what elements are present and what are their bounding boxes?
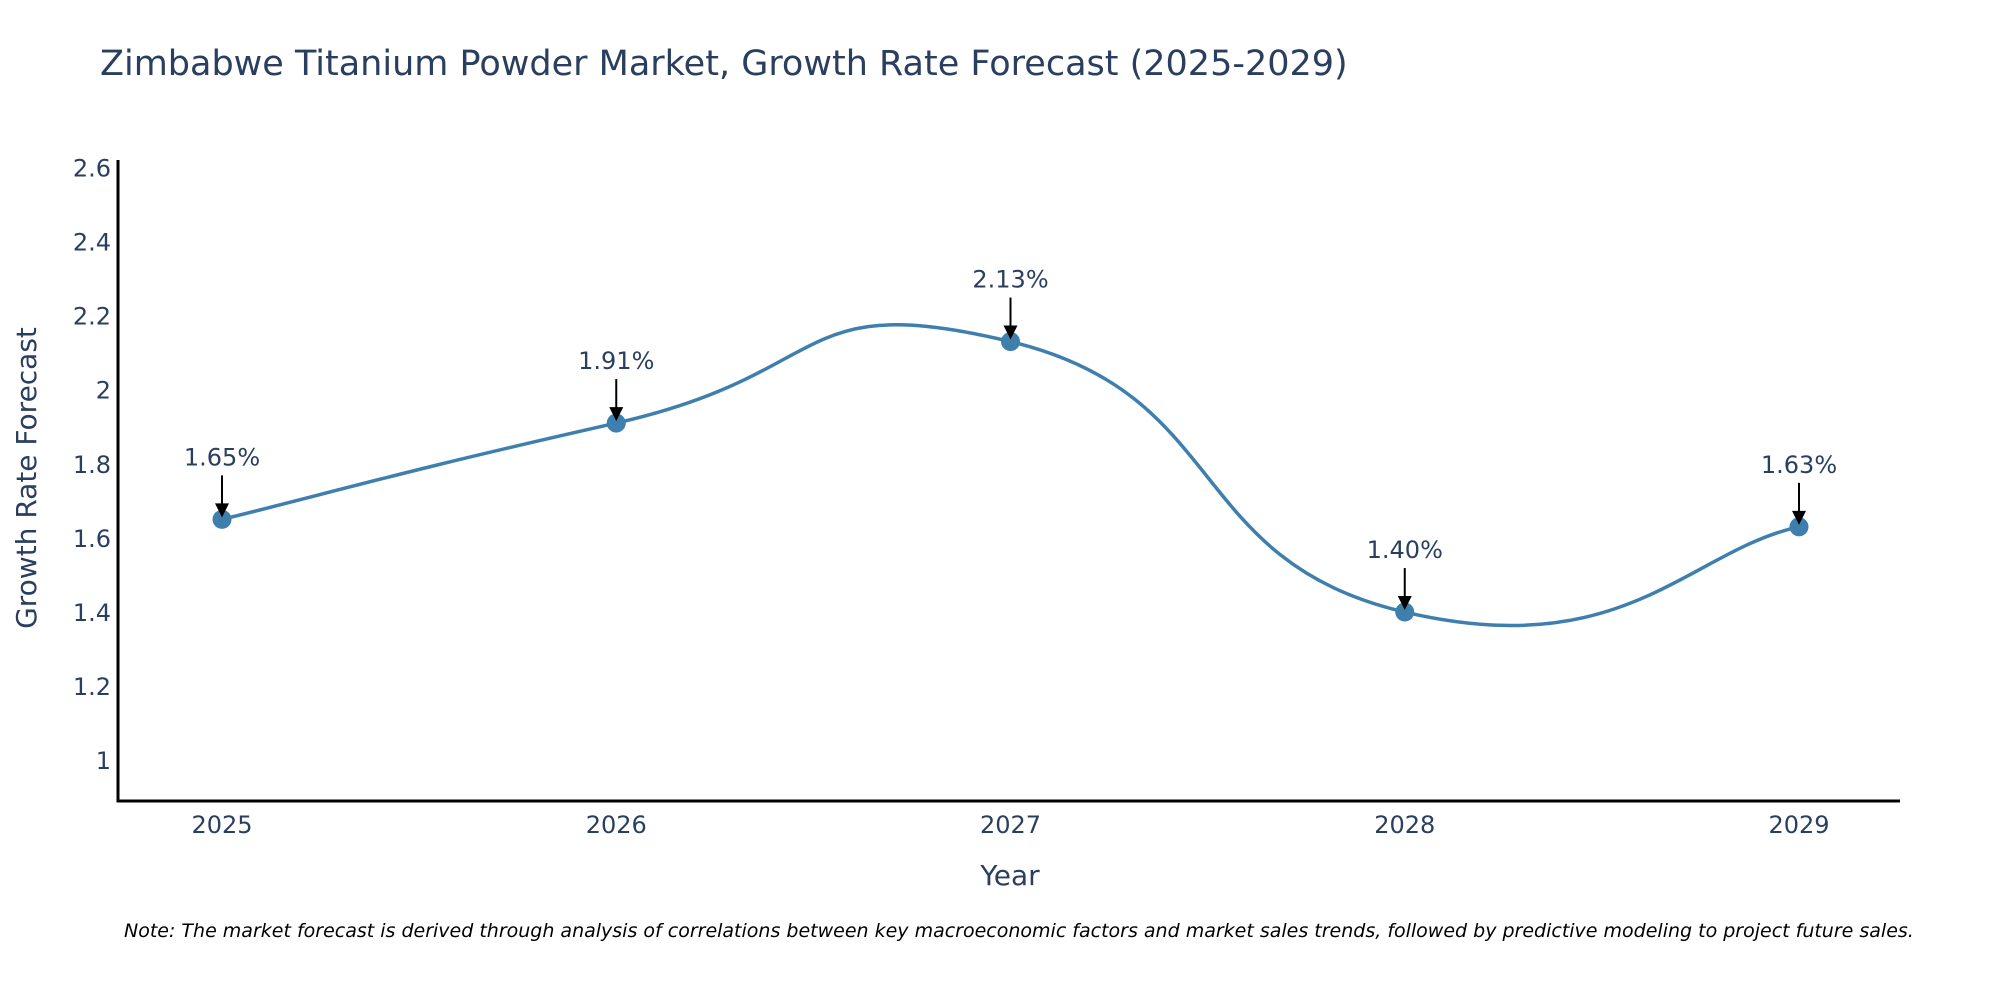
y-tick-label: 1.8 <box>73 451 111 479</box>
y-tick-label: 1 <box>96 747 111 775</box>
y-tick-label: 2.2 <box>73 303 111 331</box>
y-tick-label: 2 <box>96 377 111 405</box>
annotation-arrow-head <box>215 503 229 518</box>
data-point <box>212 509 232 529</box>
annotation-arrow-head <box>1397 596 1412 611</box>
data-point <box>1001 332 1020 352</box>
chart-title: Zimbabwe Titanium Powder Market, Growth … <box>100 44 1348 84</box>
x-tick-label: 2027 <box>980 811 1041 839</box>
footnote: Note: The market forecast is derived thr… <box>124 920 1914 942</box>
x-tick-label: 2026 <box>586 811 647 839</box>
data-label: 2.13% <box>972 266 1048 294</box>
y-axis-ticks: 1 1.2 1.4 1.6 1.8 2 2.2 2.4 2.6 <box>73 154 111 775</box>
data-markers <box>212 332 1809 622</box>
data-point <box>1789 517 1809 537</box>
data-label: 1.91% <box>578 347 654 375</box>
y-tick-label: 2.4 <box>73 229 111 257</box>
y-tick-label: 2.6 <box>73 154 111 182</box>
data-label: 1.40% <box>1367 536 1443 564</box>
data-point <box>606 413 626 433</box>
annotation-arrow-head <box>1003 325 1018 340</box>
x-axis-ticks: 2025 2026 2027 2028 2029 <box>191 811 1829 839</box>
data-label: 1.63% <box>1761 451 1837 479</box>
x-tick-label: 2028 <box>1374 811 1435 839</box>
annotation-arrow-head <box>1792 510 1806 525</box>
data-point <box>1395 602 1415 622</box>
x-axis-title: Year <box>979 859 1040 892</box>
data-annotations: 1.65% 1.91% 2.13% 1.40% 1.63% <box>184 266 1837 611</box>
data-label: 1.65% <box>184 443 260 471</box>
annotation-arrow-head <box>609 407 624 422</box>
x-tick-label: 2029 <box>1768 811 1829 839</box>
y-axis-title: Growth Rate Forecast <box>10 327 43 629</box>
y-tick-label: 1.4 <box>73 599 111 627</box>
y-tick-label: 1.2 <box>73 673 111 701</box>
series-line <box>221 323 1800 628</box>
y-tick-label: 1.6 <box>73 525 111 553</box>
x-tick-label: 2025 <box>191 811 252 839</box>
